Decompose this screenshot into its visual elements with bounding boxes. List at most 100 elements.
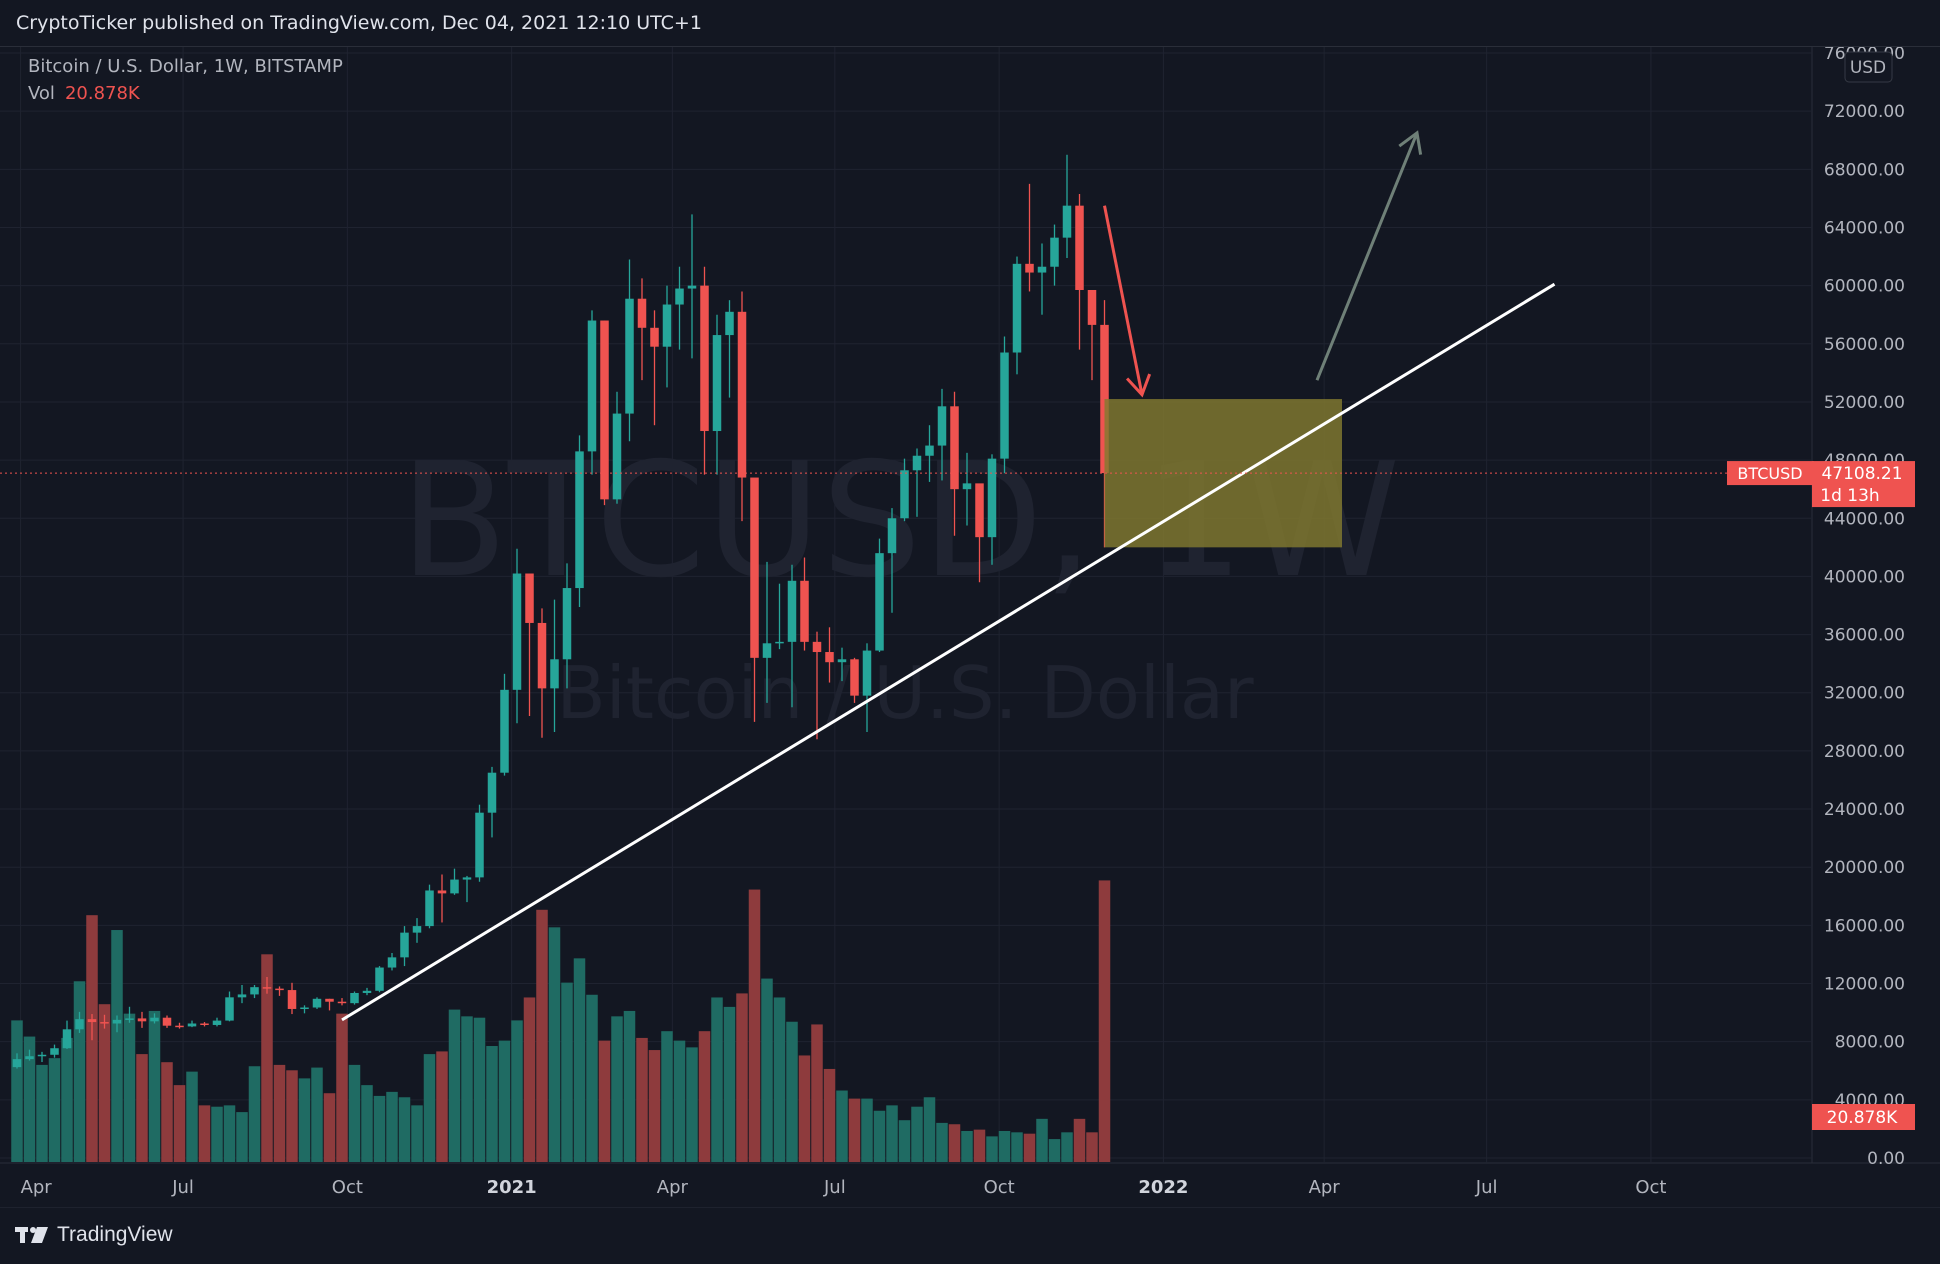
price-tick-label: 36000.00 — [1824, 626, 1905, 646]
candle-body — [375, 967, 384, 991]
candle-body — [150, 1017, 159, 1022]
symbol-legend[interactable]: Bitcoin / U.S. Dollar, 1W, BITSTAMP — [28, 56, 343, 77]
candle-body — [775, 641, 784, 644]
candle-body — [287, 990, 297, 1009]
volume-bar — [248, 1066, 261, 1162]
candle-body — [662, 304, 672, 347]
volume-bar — [1023, 1133, 1036, 1162]
candle-body — [950, 406, 959, 490]
volume-bar — [823, 1068, 836, 1162]
volume-bar — [523, 997, 536, 1162]
candle — [237, 984, 247, 1004]
last-price-value: 47108.21 — [1821, 464, 1902, 484]
volume-bar — [111, 930, 123, 1162]
candle-body — [962, 483, 972, 490]
price-tick-label: 16000.00 — [1824, 916, 1905, 936]
volume-bar — [961, 1130, 973, 1162]
candle — [625, 259, 634, 442]
candle — [387, 952, 397, 971]
candle-body — [175, 1025, 184, 1028]
candle — [637, 278, 647, 381]
volume-bar — [473, 1017, 486, 1162]
candle — [187, 1020, 197, 1028]
candle — [725, 300, 734, 398]
candle — [350, 991, 359, 1005]
volume-bar — [598, 1040, 611, 1162]
candle-body — [875, 553, 884, 651]
volume-bar — [873, 1110, 886, 1162]
candle-body — [437, 890, 447, 894]
volume-bar — [836, 1090, 848, 1162]
candle — [137, 1011, 147, 1028]
candle — [687, 214, 697, 359]
candle — [450, 868, 459, 895]
tradingview-brand: TradingView — [57, 1223, 173, 1246]
candle — [1025, 183, 1034, 292]
candle — [225, 991, 234, 1022]
candle-body — [50, 1048, 59, 1055]
volume-bar — [1036, 1118, 1048, 1162]
candle-body — [187, 1023, 197, 1027]
candle-body — [100, 1022, 109, 1024]
candle-body — [500, 689, 509, 773]
grid-lines — [0, 46, 1812, 1163]
candle-body — [925, 445, 934, 456]
candle-body — [825, 652, 834, 663]
candle — [37, 1051, 47, 1063]
candle-body — [550, 659, 559, 689]
candle — [1000, 336, 1009, 474]
price-tick-label: 64000.00 — [1824, 218, 1905, 238]
volume-bar — [1073, 1118, 1086, 1162]
volume-bar — [148, 1010, 161, 1162]
candle — [575, 435, 584, 607]
volume-bar — [786, 1021, 798, 1162]
candle — [400, 926, 409, 967]
candle-body — [1012, 263, 1022, 353]
volume-bar — [773, 997, 786, 1162]
volume-bar — [36, 1064, 48, 1162]
tradingview-logo[interactable]: TradingView — [15, 1223, 173, 1247]
symbol-price-tag-label: BTCUSD — [1737, 464, 1802, 483]
candle-body — [262, 987, 272, 989]
volume-bar — [448, 1009, 461, 1162]
candle-body — [475, 812, 484, 878]
price-tick-label: 52000.00 — [1824, 393, 1905, 413]
candle-body — [462, 877, 472, 880]
candle — [500, 673, 509, 776]
volume-bar — [748, 889, 761, 1162]
candle — [262, 976, 272, 994]
candle-body — [975, 483, 984, 538]
volume-bar — [1061, 1132, 1073, 1162]
candle-body — [137, 1018, 147, 1022]
volume-bar — [323, 1093, 336, 1162]
time-tick-label: 2022 — [1138, 1177, 1188, 1198]
price-tick-label: 32000.00 — [1824, 684, 1905, 704]
volume-bar — [461, 1016, 473, 1162]
candle-body — [1062, 205, 1072, 238]
volume-bar — [661, 1031, 673, 1162]
candle-body — [650, 327, 659, 347]
candle-body — [350, 992, 359, 1004]
candle-body — [937, 406, 947, 446]
candle — [662, 285, 672, 388]
candle — [512, 548, 522, 724]
candle-body — [587, 320, 597, 452]
volume-legend[interactable]: Vol 20.878K — [28, 83, 140, 104]
volume-bar — [223, 1105, 236, 1162]
candle — [850, 657, 859, 703]
candle — [1012, 256, 1022, 375]
volume-bar — [436, 1051, 448, 1162]
candle — [700, 266, 709, 475]
candle — [537, 608, 547, 738]
candle — [125, 1006, 134, 1023]
volume-bar — [923, 1097, 936, 1162]
volume-bar — [61, 1037, 73, 1162]
currency-badge — [1844, 51, 1893, 83]
price-scale-pane — [1812, 46, 1940, 1163]
volume-bar — [186, 1071, 198, 1162]
candle-body — [900, 470, 909, 519]
candle-body — [1050, 237, 1059, 267]
candle-body — [87, 1019, 97, 1023]
volume-tag-value: 20.878K — [1827, 1108, 1898, 1128]
